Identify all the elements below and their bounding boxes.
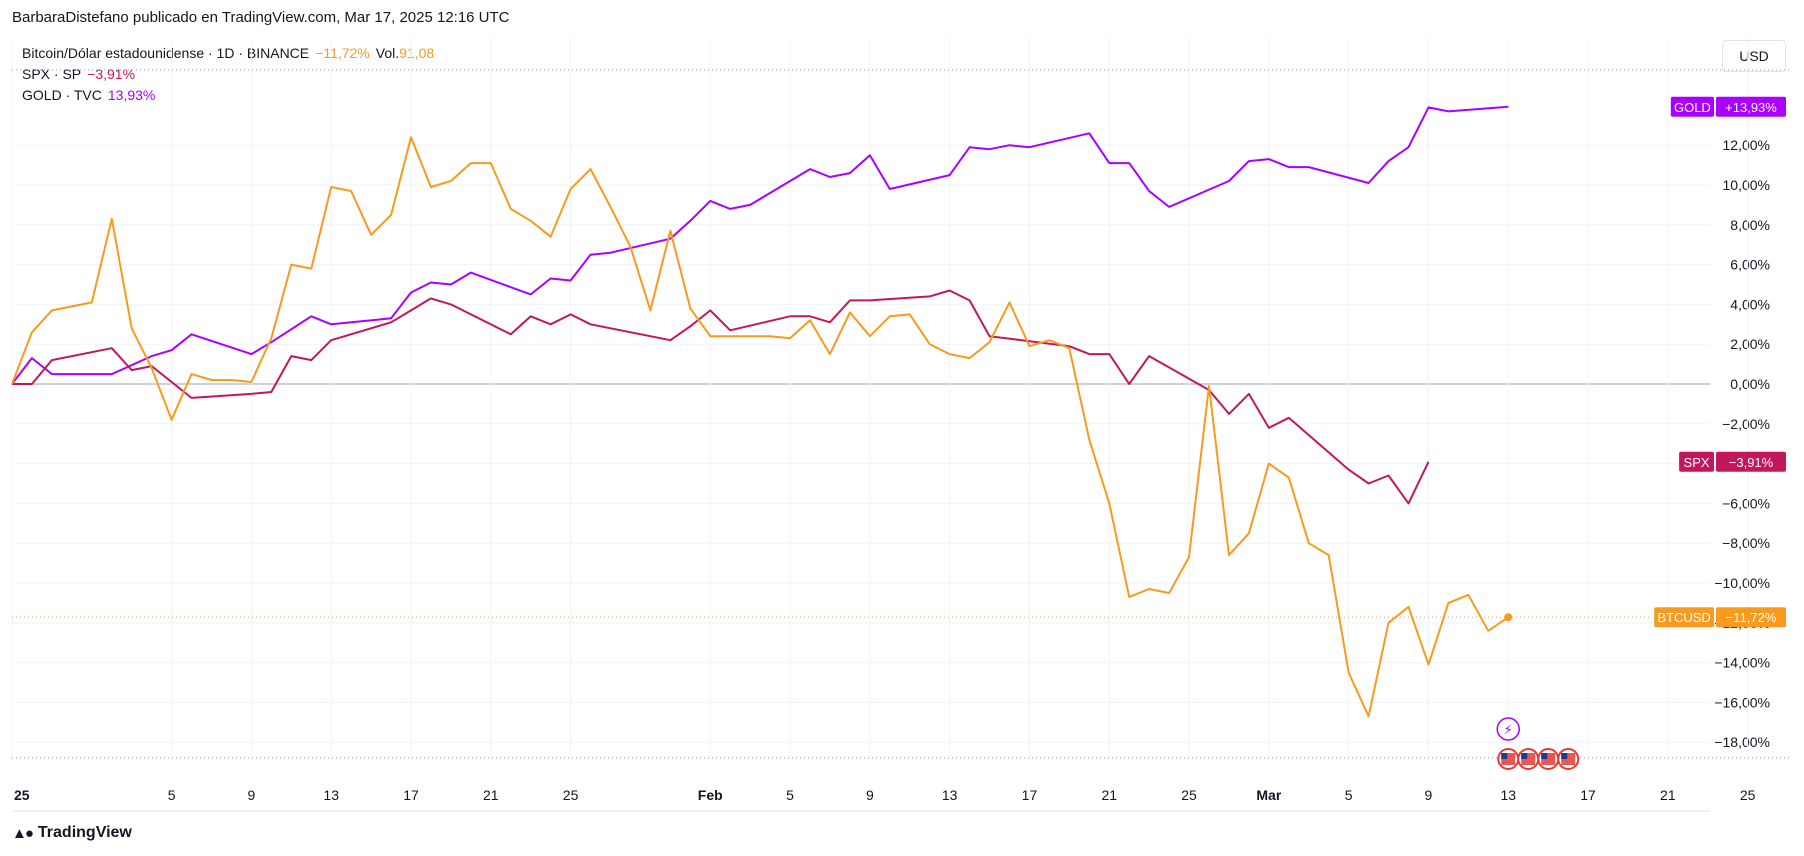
x-tick-label: 9 [1425,787,1433,803]
y-tick-label: 10,00% [1723,177,1770,193]
y-tick-label: −8,00% [1722,535,1770,551]
price-tag-name-spx [1679,451,1714,472]
lightning-event-icon [1496,717,1520,741]
y-tick-label: −2,00% [1722,416,1770,432]
price-tag-value-text-spx: −3,91% [1729,455,1774,470]
x-tick-label: 25 [1181,787,1197,803]
currency-selector-button[interactable]: USD [1722,40,1786,72]
us-flag-event-icon [1517,748,1540,770]
price-tag-name-text-spx: SPX [1684,455,1710,470]
legend-row-btc[interactable]: Bitcoin/Dólar estadounidense · 1D · BINA… [22,43,440,64]
x-tick-label: 13 [1500,787,1516,803]
x-tick-label: 13 [323,787,339,803]
y-tick-label: 0,00% [1730,376,1770,392]
us-flag-event-icon [1537,748,1560,770]
x-tick-label: 21 [1660,787,1676,803]
legend-row-gold[interactable]: GOLD · TVC 13,93% [22,85,440,106]
legend-volume-label: Vol. [375,45,400,61]
y-tick-label: −4,00% [1722,456,1770,472]
legend-row-spx[interactable]: SPX · SP −3,91% [22,64,440,85]
x-tick-label: 21 [483,787,499,803]
lightning-glyph: ⚡ [1504,722,1513,737]
x-tick-label: 5 [1345,787,1353,803]
y-tick-label: 12,00% [1723,137,1770,153]
us-flag-event-icon [1557,748,1580,770]
series-line-btc [11,136,1509,718]
price-tag-value-btc [1716,607,1786,628]
x-tick-label: 5 [786,787,794,803]
us-flag-event-icon [1497,748,1520,770]
series-line-spx [12,289,1430,505]
btc-last-point [1504,613,1513,622]
us-flag-canton [1541,753,1548,759]
publisher-line: BarbaraDistefano publicado en TradingVie… [12,9,510,26]
y-tick-label: −16,00% [1714,694,1770,710]
legend-gold-symbol: GOLD · TVC [22,87,102,103]
y-tick-label: 4,00% [1730,296,1770,312]
x-tick-label: 13 [942,787,958,803]
legend-spx-change: −3,91% [87,66,136,82]
brand-name: TradingView [37,824,132,841]
price-tag-value-gold [1716,96,1786,117]
legend-spx-symbol: SPX · SP [22,66,82,82]
x-tick-label: 25 [14,787,30,803]
x-tick-label: Mar [1256,787,1281,803]
y-tick-label: −18,00% [1714,734,1770,750]
x-tick-label: 9 [866,787,874,803]
price-tag-value-text-gold: +13,93% [1725,100,1777,115]
price-tag-value-spx [1716,451,1786,472]
y-tick-label: 8,00% [1730,217,1770,233]
us-flag-canton [1561,753,1568,759]
y-tick-label: −14,00% [1714,655,1770,671]
x-tick-label: Feb [698,787,723,803]
legend-btc-change: −11,72% [315,45,370,61]
price-tag-value-text-btc: −11,72% [1726,610,1777,625]
price-tag-name-text-gold: GOLD [1674,100,1711,115]
y-tick-label: −10,00% [1714,575,1770,591]
y-tick-label: 6,00% [1730,257,1770,273]
x-tick-label: 21 [1101,787,1117,803]
y-tick-label: −12,00% [1714,615,1770,631]
us-flag-canton [1501,753,1508,759]
tradingview-logo-icon: ▲● [12,824,34,842]
us-flag-stripes [1521,753,1536,765]
legend-volume-value: 91,08 [399,45,435,61]
price-tag-name-gold [1670,96,1714,117]
x-tick-label: 25 [1740,787,1756,803]
us-flag-stripes [1501,753,1516,765]
price-tag-name-text-btc: BTCUSD [1657,610,1710,625]
x-tick-label: 5 [168,787,176,803]
legend-btc-symbol: Bitcoin/Dólar estadounidense · 1D · BINA… [22,45,310,61]
legend-gold-change: 13,93% [107,87,156,103]
series-line-gold [11,105,1509,385]
x-tick-label: 9 [248,787,256,803]
us-flag-stripes [1561,753,1576,765]
y-tick-label: 2,00% [1730,336,1770,352]
price-tag-name-btc [1654,607,1714,628]
chart-legend: Bitcoin/Dólar estadounidense · 1D · BINA… [22,43,440,106]
y-tick-label: −6,00% [1722,495,1770,511]
x-tick-label: 25 [563,787,579,803]
x-tick-label: 17 [1580,787,1596,803]
x-tick-label: 17 [403,787,419,803]
us-flag-canton [1521,753,1528,759]
x-tick-label: 17 [1022,787,1038,803]
us-flag-stripes [1541,753,1556,765]
tradingview-logo[interactable]: ▲● TradingView [12,824,132,842]
